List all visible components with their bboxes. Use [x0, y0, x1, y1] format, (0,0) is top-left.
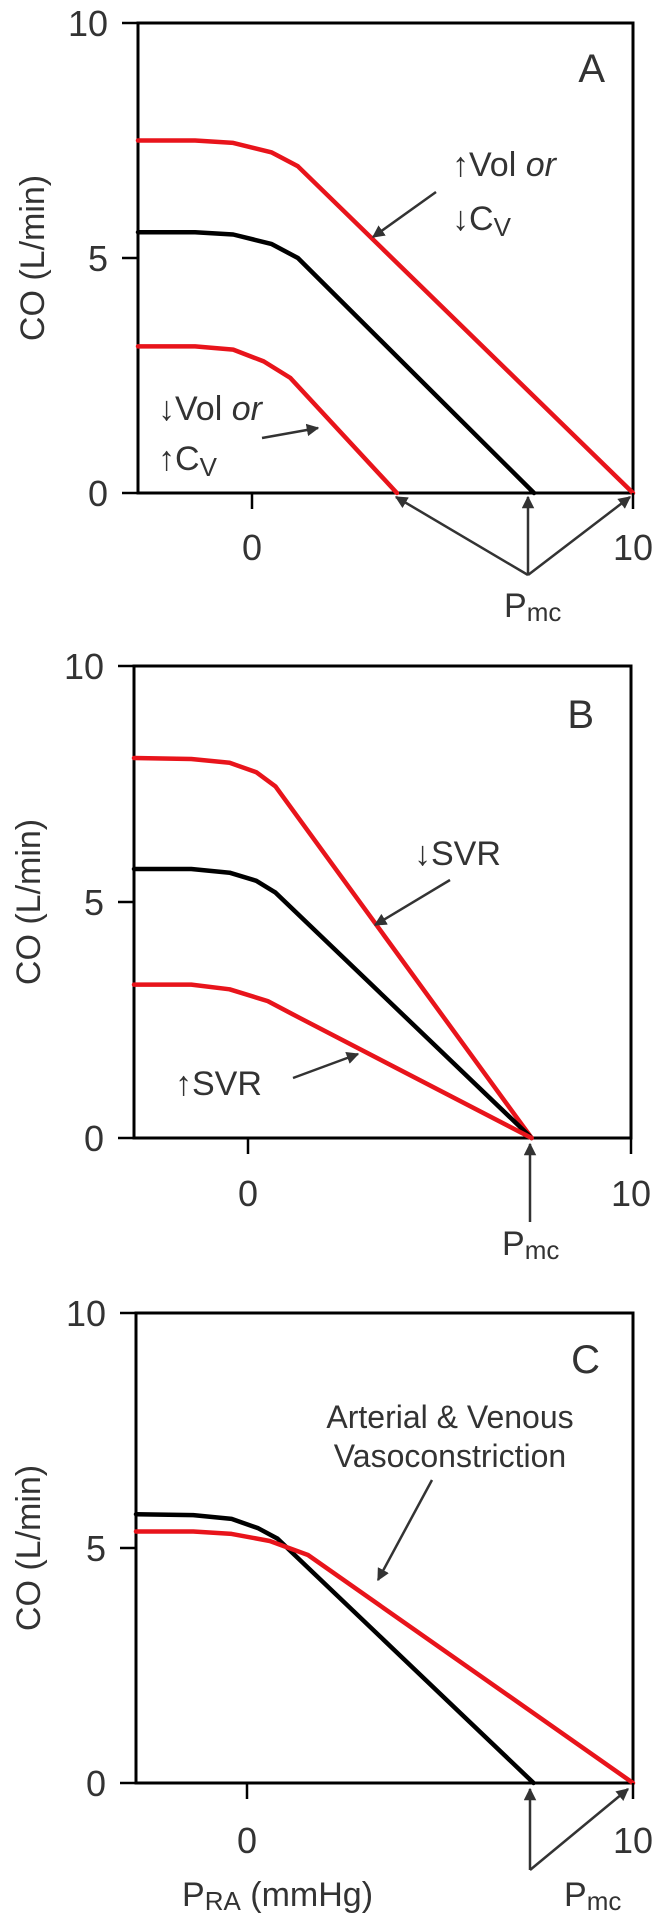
panel-a-curves — [135, 138, 636, 496]
panel-a-series-0 — [135, 138, 636, 496]
panel-c-xlabel-sub: RA — [205, 1886, 242, 1916]
panel-a-xtick-label-0: 0 — [242, 527, 262, 568]
panel-a-ytick-label-5: 5 — [88, 238, 108, 279]
panel-c-annot-line2: Vasoconstriction — [334, 1438, 566, 1474]
panel-c-pmc-main: P — [564, 1876, 587, 1914]
panel-a-annot-lower-sub: V — [200, 452, 218, 482]
panel-c-curves — [133, 1511, 636, 1786]
panel-c: 10 5 0 0 10 CO (L/min) C Arterial & Veno… — [10, 1293, 653, 1916]
panel-b-annot-upper: ↓SVR — [414, 835, 501, 873]
panel-c-series-1 — [133, 1529, 636, 1786]
panel-b-arrow-upper — [373, 878, 451, 927]
panel-a-pmc-arrow-left — [394, 495, 529, 577]
panel-b-xtick-label-10: 10 — [611, 1173, 651, 1214]
panel-c-xlabel: PRA (mmHg) — [182, 1876, 373, 1916]
panel-a-ytick-label-10: 10 — [68, 3, 108, 44]
panel-b-curves — [131, 755, 534, 1141]
panel-b-annot-lower: ↑SVR — [175, 1065, 262, 1103]
panel-a-arrow-lower — [261, 423, 320, 440]
panel-a-ylabel: CO (L/min) — [14, 175, 52, 341]
panel-c-annot-line1: Arterial & Venous — [326, 1399, 573, 1435]
panel-a-ytick-label-0: 0 — [88, 473, 108, 514]
panel-b-ytick-label-10: 10 — [64, 646, 104, 687]
panel-b-series-0 — [131, 755, 534, 1141]
panel-a-annot-upper-cv: ↓C — [452, 200, 494, 238]
panel-c-ytick-label-0: 0 — [86, 1763, 106, 1804]
panel-a-series-2 — [135, 344, 400, 496]
panel-a-pmc-main: P — [504, 587, 527, 625]
panel-c-xlabel-rest: (mmHg) — [241, 1876, 373, 1914]
panel-b-arrow-lower — [292, 1052, 360, 1080]
panel-c-frame — [134, 1311, 635, 1785]
panel-c-ylabel: CO (L/min) — [10, 1465, 48, 1631]
panel-b-ylabel: CO (L/min) — [10, 819, 48, 985]
panel-b-pmc-main: P — [502, 1225, 525, 1263]
panel-a-annot-upper-line1: ↑Vol or — [452, 146, 558, 184]
panel-b-letter: B — [567, 693, 594, 737]
panel-a-annot-lower-line1: ↓Vol or — [158, 390, 264, 428]
panel-a-annot-upper-or: or — [526, 146, 558, 184]
panel-a-annot-upper-line2: ↓CV — [452, 200, 512, 242]
panel-c-arrow — [376, 1479, 434, 1582]
panel-c-series-0 — [133, 1511, 536, 1786]
panel-c-pmc-label: Pmc — [564, 1876, 621, 1916]
panel-a-annot-upper-sub: V — [494, 212, 512, 242]
panel-c-pmc-arrow-right — [529, 1788, 629, 1871]
panel-b-xtick-label-0: 0 — [238, 1173, 258, 1214]
panel-b-pmc-sub: mc — [525, 1235, 560, 1265]
panel-a-annot-lower-line2: ↑CV — [158, 440, 218, 482]
panel-b: 10 5 0 0 10 CO (L/min) B ↓SVR ↑SVR Pmc — [10, 646, 651, 1265]
panel-c-xtick-label-10: 10 — [613, 1820, 653, 1861]
panel-a-letter: A — [578, 47, 605, 91]
panel-a-annot-lower-vol: ↓Vol — [158, 390, 232, 428]
panel-b-ytick-label-0: 0 — [84, 1118, 104, 1159]
panel-a: 10 5 0 0 10 CO (L/min) A ↑Vol or ↓CV ↓Vo… — [14, 3, 653, 627]
panel-c-ytick-label-10: 10 — [66, 1293, 106, 1334]
panel-a-annot-upper-vol: ↑Vol — [452, 146, 526, 184]
panel-b-series-1 — [131, 866, 534, 1141]
panel-a-pmc-sub: mc — [527, 597, 562, 627]
panel-c-xtick-label-0: 0 — [237, 1820, 257, 1861]
panel-a-pmc-label: Pmc — [504, 587, 561, 627]
panel-c-pmc-sub: mc — [587, 1886, 622, 1916]
panel-a-arrow-upper — [371, 190, 437, 239]
panel-b-pmc-label: Pmc — [502, 1225, 559, 1265]
panel-a-pmc-arrow-right — [527, 496, 631, 576]
panel-b-ytick-label-5: 5 — [84, 882, 104, 923]
panel-a-annot-lower-or: or — [232, 390, 264, 428]
panel-c-ytick-label-5: 5 — [86, 1528, 106, 1569]
panel-b-series-2 — [131, 982, 534, 1141]
panel-a-annot-lower-cv: ↑C — [158, 440, 200, 478]
panel-a-series-1 — [135, 229, 537, 496]
panel-a-xtick-label-10: 10 — [613, 527, 653, 568]
panel-c-letter: C — [571, 1338, 600, 1382]
panel-c-xlabel-main: P — [182, 1876, 205, 1914]
